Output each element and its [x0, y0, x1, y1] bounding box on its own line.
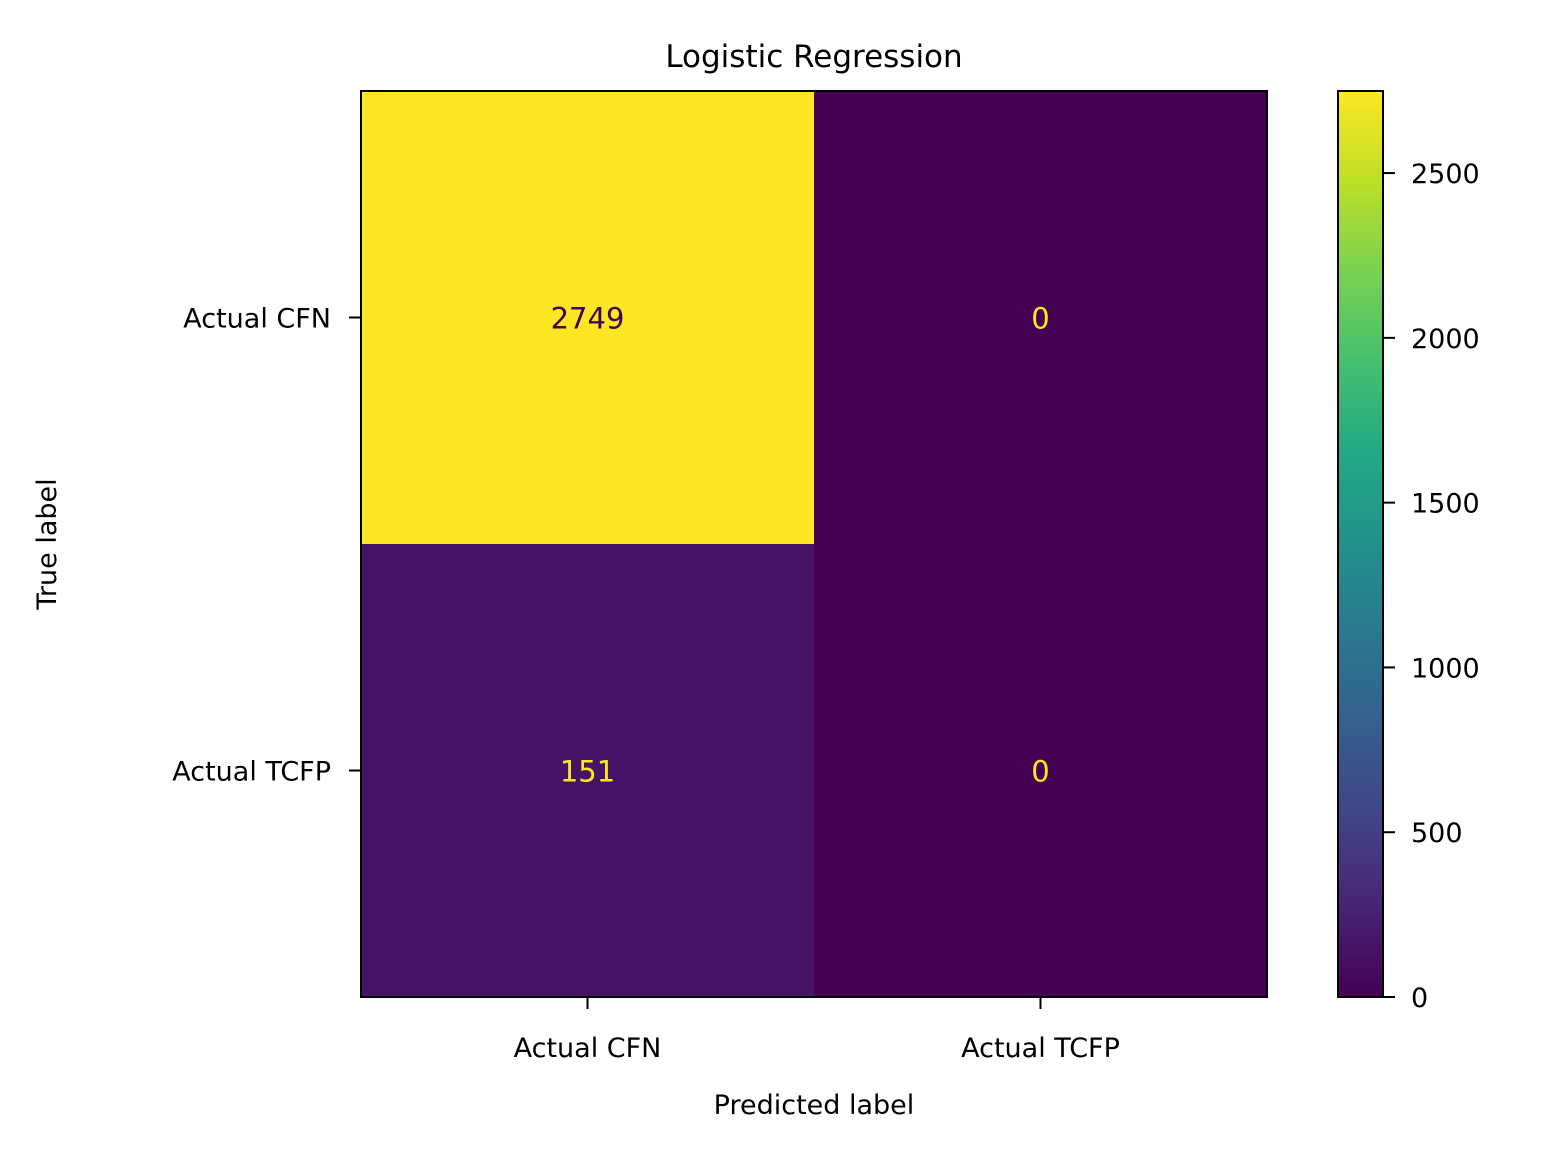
- y-axis-label: True label: [32, 478, 63, 610]
- y-axis-ticks: Actual CFN Actual TCFP: [172, 304, 361, 788]
- heatmap-cell: [814, 91, 1268, 545]
- cell-value-label: 151: [560, 755, 615, 789]
- heatmap-cell: [361, 91, 815, 545]
- x-tick-label: Actual CFN: [514, 1033, 662, 1064]
- colorbar-tick-label: 500: [1411, 818, 1463, 849]
- cell-value-label: 0: [1031, 302, 1049, 336]
- x-tick-label: Actual TCFP: [961, 1033, 1120, 1064]
- heatmap-cell: [361, 544, 815, 998]
- colorbar: [1337, 90, 1384, 998]
- cell-value-label: 2749: [551, 302, 625, 336]
- y-tick-label: Actual CFN: [183, 304, 331, 335]
- heatmap-cells: [361, 91, 1268, 998]
- x-axis-label: Predicted label: [714, 1090, 915, 1121]
- colorbar-ticks: 0 500 1000 1500 2000 2500: [1383, 159, 1480, 1014]
- colorbar-tick-label: 2000: [1411, 324, 1480, 355]
- colorbar-tick-label: 1000: [1411, 653, 1480, 684]
- cell-value-label: 0: [1031, 755, 1049, 789]
- x-axis-ticks: Actual CFN Actual TCFP: [514, 997, 1120, 1064]
- heatmap-cell: [814, 544, 1268, 998]
- colorbar-tick-label: 2500: [1411, 159, 1480, 190]
- y-tick-label: Actual TCFP: [172, 757, 331, 788]
- colorbar-tick-label: 1500: [1411, 489, 1480, 520]
- heatmap-cell-labels: 2749 0 151 0: [551, 302, 1050, 789]
- plot-frame: [360, 90, 1268, 998]
- colorbar-tick-label: 0: [1411, 983, 1428, 1014]
- chart-title: Logistic Regression: [665, 39, 962, 75]
